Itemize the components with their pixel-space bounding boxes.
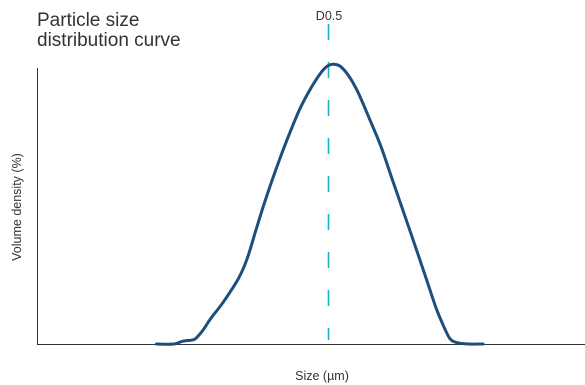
x-axis-label: Size (µm)	[295, 369, 349, 383]
distribution-curve	[155, 62, 485, 346]
chart-title: Particle size distribution curve	[37, 11, 181, 51]
chart-title-line-2: distribution curve	[37, 30, 181, 51]
chart-title-line-1: Particle size	[37, 10, 140, 31]
median-marker-label: D0.5	[315, 9, 343, 23]
